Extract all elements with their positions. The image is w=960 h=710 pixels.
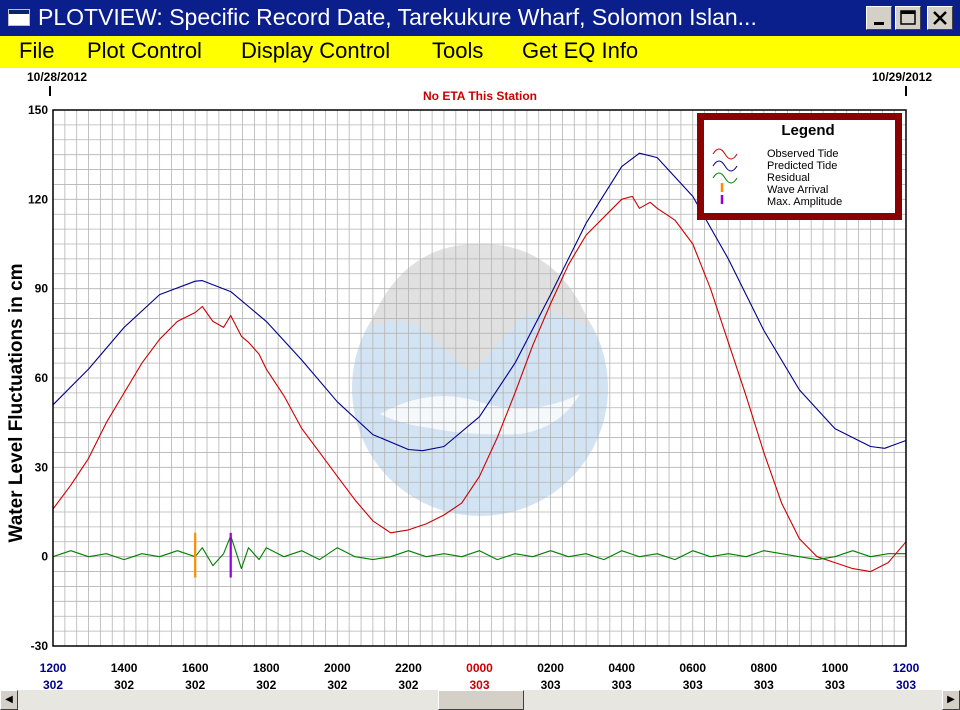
legend-max-amplitude-label: Max. Amplitude — [767, 196, 842, 208]
close-button[interactable] — [927, 6, 953, 30]
y-tick-label: 0 — [41, 550, 48, 564]
plot-area: -30 0 30 60 90 120 150 1200 302 1400 302 1600 302 18… — [0, 68, 960, 692]
y-tick-label: 30 — [35, 460, 49, 474]
y-tick-label: 150 — [28, 103, 48, 117]
app-window-icon — [8, 9, 30, 26]
y-tick-label: -30 — [31, 639, 49, 653]
menu-file[interactable]: File — [19, 38, 55, 63]
date-left: 10/28/2012 — [27, 70, 87, 84]
menu-plot-control[interactable]: Plot Control — [87, 38, 202, 63]
x-axis: 1200 302 1400 302 1600 302 1800 302 2000 302 2200 3… — [40, 661, 920, 692]
horizontal-scrollbar[interactable]: ◀ ▶ — [0, 690, 960, 710]
window-title: PLOTVIEW: Specific Record Date, Tarekuku… — [38, 4, 757, 30]
menu-display-control[interactable]: Display Control — [241, 38, 391, 63]
y-tick-label: 60 — [35, 371, 49, 385]
date-right: 10/29/2012 — [872, 70, 932, 84]
title-bar: PLOTVIEW: Specific Record Date, Tarekuku… — [0, 0, 960, 36]
x-tick-day-label: 302 — [256, 678, 276, 690]
minimize-icon — [874, 22, 884, 25]
close-icon — [933, 11, 947, 25]
y-axis: -30 0 30 60 90 120 150 — [28, 103, 48, 653]
x-tick-time-label: 1200 — [893, 661, 920, 675]
legend-box — [704, 120, 895, 213]
y-tick-label: 120 — [28, 192, 48, 206]
x-tick-day-label: 303 — [754, 678, 774, 690]
scroll-left-icon: ◀ — [5, 694, 13, 705]
x-tick-time-label: 1400 — [111, 661, 138, 675]
x-tick-time-label: 0800 — [750, 661, 777, 675]
x-tick-time-label: 0000 — [466, 661, 493, 675]
x-tick-day-label: 302 — [327, 678, 347, 690]
menu-get-eq-info[interactable]: Get EQ Info — [522, 38, 639, 63]
legend-observed-swatch — [712, 148, 738, 160]
legend-predicted-swatch — [712, 160, 738, 172]
legend-residual-label: Residual — [767, 172, 810, 184]
x-tick-day-label: 303 — [541, 678, 561, 690]
x-tick-time-label: 1800 — [253, 661, 280, 675]
tide-chart: -30 0 30 60 90 120 150 1200 302 1400 302 1600 302 18… — [6, 70, 932, 692]
maximize-button[interactable] — [895, 6, 921, 30]
scroll-left-button[interactable]: ◀ — [0, 690, 18, 710]
x-tick-day-label: 303 — [683, 678, 703, 690]
x-tick-time-label: 0200 — [537, 661, 564, 675]
x-tick-day-label: 303 — [896, 678, 916, 690]
legend-wave-arrival-label: Wave Arrival — [767, 184, 828, 196]
x-tick-day-label: 302 — [185, 678, 205, 690]
y-tick-label: 90 — [35, 282, 49, 296]
x-tick-day-label: 302 — [43, 678, 63, 690]
x-tick-day-label: 302 — [114, 678, 134, 690]
x-tick-day-label: 303 — [825, 678, 845, 690]
eta-status-text: No ETA This Station — [423, 89, 537, 103]
y-axis-label: Water Level Fluctuations in cm — [6, 263, 27, 542]
legend: Legend Observed Tide Predicted Tide Resi… — [697, 113, 902, 220]
scroll-right-button[interactable]: ▶ — [942, 690, 960, 710]
scroll-right-icon: ▶ — [947, 694, 955, 705]
minimize-button[interactable] — [866, 6, 892, 30]
menu-bar: File Plot Control Display Control Tools … — [0, 36, 960, 68]
x-tick-time-label: 2000 — [324, 661, 351, 675]
x-tick-time-label: 1000 — [822, 661, 849, 675]
legend-observed-label: Observed Tide — [767, 148, 839, 160]
plot-frame — [52, 109, 907, 647]
legend-title: Legend — [781, 122, 834, 139]
legend-residual-swatch — [712, 172, 738, 184]
series-observed-tide-line — [52, 195, 907, 573]
x-tick-time-label: 1200 — [40, 661, 67, 675]
legend-predicted-label: Predicted Tide — [767, 160, 837, 172]
series-residual-line — [52, 535, 906, 570]
x-tick-time-label: 1600 — [182, 661, 209, 675]
series-group — [52, 152, 907, 573]
maximize-icon — [900, 10, 916, 25]
noaa-watermark-logo — [352, 243, 608, 516]
series-predicted-tide-line — [52, 152, 907, 452]
menu-tools[interactable]: Tools — [432, 38, 484, 63]
x-tick-day-label: 302 — [398, 678, 418, 690]
scroll-thumb[interactable] — [438, 690, 524, 710]
markers-group — [194, 532, 232, 578]
x-tick-day-label: 303 — [612, 678, 632, 690]
x-tick-time-label: 2200 — [395, 661, 422, 675]
x-tick-time-label: 0400 — [608, 661, 635, 675]
x-tick-day-label: 303 — [469, 678, 489, 690]
x-tick-time-label: 0600 — [679, 661, 706, 675]
